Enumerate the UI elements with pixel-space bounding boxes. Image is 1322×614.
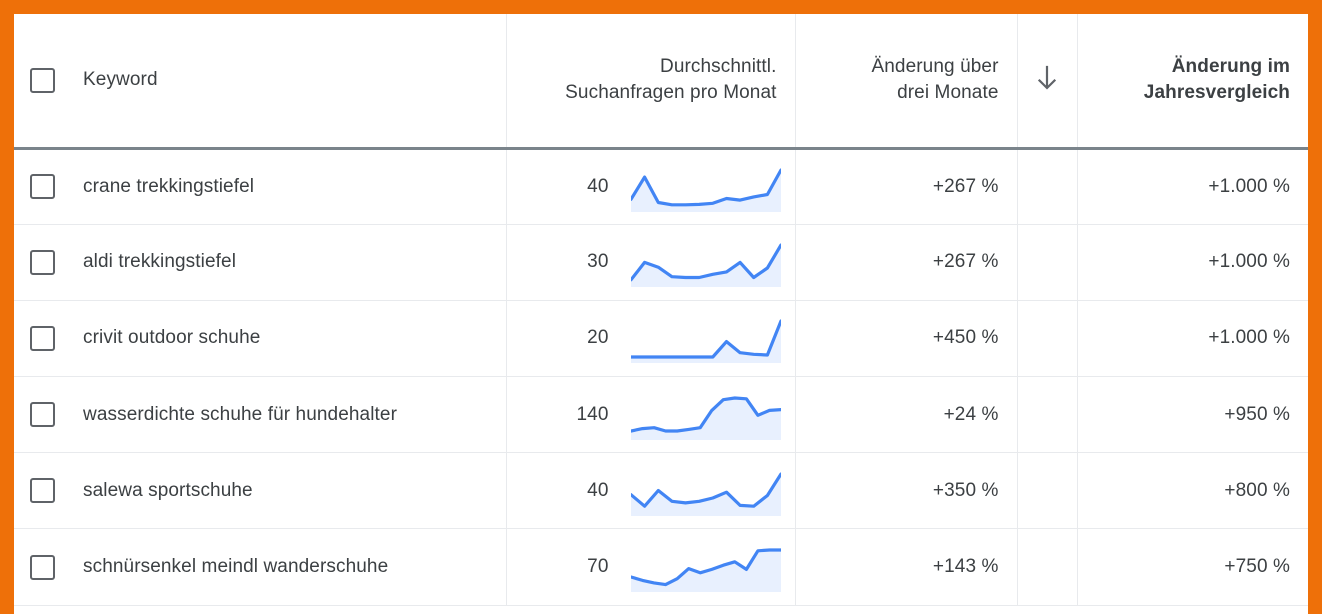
cell-avg-searches: 30 xyxy=(506,224,796,301)
cell-sort-spacer xyxy=(1017,528,1078,606)
cell-sort-spacer xyxy=(1017,452,1078,530)
cell-change-yoy: +1.000 % xyxy=(1077,148,1308,225)
column-header-change-three-months[interactable]: Änderung über drei Monate xyxy=(795,14,1018,150)
column-header-change-three-months-line1: Änderung über xyxy=(871,56,999,78)
cell-avg-searches: 140 xyxy=(506,376,796,454)
cell-change-three-months: +450 % xyxy=(795,300,1018,378)
trend-sparkline xyxy=(630,313,781,364)
cell-avg-searches: 20 xyxy=(506,300,796,378)
cell-change-yoy: +800 % xyxy=(1077,452,1308,530)
avg-searches-value: 70 xyxy=(587,556,609,578)
cell-keyword: crivit outdoor schuhe xyxy=(14,300,507,378)
avg-searches-value: 20 xyxy=(587,327,609,349)
row-checkbox[interactable] xyxy=(30,174,55,200)
cell-change-yoy: +750 % xyxy=(1077,528,1308,606)
keyword-label: wasserdichte schuhe für hundehalter xyxy=(83,403,398,425)
table-header-row: Keyword Durchschnittl. Suchanfragen pro … xyxy=(14,14,1308,150)
cell-keyword: crane trekkingstiefel xyxy=(14,148,507,225)
cell-sort-spacer xyxy=(1017,224,1078,301)
cell-keyword: schnürsenkel meindl wanderschuhe xyxy=(14,528,507,606)
table-row[interactable]: aldi trekkingstiefel 30 +267 % +1.000 % xyxy=(14,224,1308,301)
column-header-change-yoy-line1: Änderung im xyxy=(1171,56,1290,78)
cell-sort-spacer xyxy=(1017,300,1078,378)
keyword-label: crane trekkingstiefel xyxy=(83,175,255,197)
avg-searches-value: 40 xyxy=(587,479,609,501)
trend-sparkline xyxy=(630,162,781,212)
trend-sparkline xyxy=(630,466,781,516)
table-row[interactable]: wasserdichte schuhe für hundehalter 140 +2… xyxy=(14,376,1308,454)
column-header-avg-searches-line1: Durchschnittl. xyxy=(660,56,777,78)
cell-change-yoy: +1.000 % xyxy=(1077,224,1308,301)
row-checkbox[interactable] xyxy=(30,478,55,504)
cell-sort-spacer xyxy=(1017,148,1078,225)
cell-change-three-months: +350 % xyxy=(795,452,1018,530)
cell-avg-searches: 40 xyxy=(506,148,796,225)
cell-change-three-months: +143 % xyxy=(795,528,1018,606)
cell-avg-searches: 40 xyxy=(506,452,796,530)
column-header-avg-searches-line2: Suchanfragen pro Monat xyxy=(565,82,777,104)
cell-avg-searches: 70 xyxy=(506,528,796,606)
table-row[interactable]: crivit outdoor schuhe 20 +450 % +1.000 % xyxy=(14,300,1308,378)
trend-sparkline xyxy=(630,542,781,593)
keyword-planner-panel: Keyword Durchschnittl. Suchanfragen pro … xyxy=(14,14,1308,614)
avg-searches-value: 40 xyxy=(587,175,609,197)
keyword-label: schnürsenkel meindl wanderschuhe xyxy=(83,556,389,578)
cell-change-three-months: +24 % xyxy=(795,376,1018,454)
cell-keyword: aldi trekkingstiefel xyxy=(14,224,507,301)
column-header-change-three-months-line2: drei Monate xyxy=(897,82,999,104)
keyword-label: aldi trekkingstiefel xyxy=(83,251,237,273)
cell-change-three-months: +267 % xyxy=(795,148,1018,225)
avg-searches-value: 140 xyxy=(576,403,609,425)
keyword-ideas-table: Keyword Durchschnittl. Suchanfragen pro … xyxy=(14,14,1308,606)
cell-change-yoy: +950 % xyxy=(1077,376,1308,454)
select-all-checkbox[interactable] xyxy=(30,67,55,93)
column-header-keyword[interactable]: Keyword xyxy=(14,14,507,150)
column-header-sort-indicator[interactable] xyxy=(1017,14,1078,150)
cell-keyword: wasserdichte schuhe für hundehalter xyxy=(14,376,507,454)
row-checkbox[interactable] xyxy=(30,325,55,351)
keyword-label: salewa sportschuhe xyxy=(83,479,253,501)
arrow-down-icon xyxy=(1034,63,1060,93)
cell-keyword: salewa sportschuhe xyxy=(14,452,507,530)
keyword-label: crivit outdoor schuhe xyxy=(83,327,261,349)
column-header-avg-searches[interactable]: Durchschnittl. Suchanfragen pro Monat xyxy=(506,14,796,150)
avg-searches-value: 30 xyxy=(587,251,609,273)
trend-sparkline xyxy=(630,237,781,288)
cell-sort-spacer xyxy=(1017,376,1078,454)
cell-change-yoy: +1.000 % xyxy=(1077,300,1308,378)
table-row[interactable]: crane trekkingstiefel 40 +267 % +1.000 % xyxy=(14,148,1308,225)
trend-sparkline xyxy=(630,390,781,440)
table-header: Keyword Durchschnittl. Suchanfragen pro … xyxy=(14,14,1308,150)
table-body: crane trekkingstiefel 40 +267 % +1.000 % ald… xyxy=(14,148,1308,606)
table-row[interactable]: salewa sportschuhe 40 +350 % +800 % xyxy=(14,452,1308,530)
cell-change-three-months: +267 % xyxy=(795,224,1018,301)
row-checkbox[interactable] xyxy=(30,249,55,275)
row-checkbox[interactable] xyxy=(30,554,55,580)
column-header-change-yoy-line2: Jahresvergleich xyxy=(1143,82,1290,104)
column-header-change-yoy[interactable]: Änderung im Jahresvergleich xyxy=(1077,14,1308,150)
row-checkbox[interactable] xyxy=(30,402,55,428)
table-row[interactable]: schnürsenkel meindl wanderschuhe 70 +143 %… xyxy=(14,528,1308,606)
column-header-keyword-label: Keyword xyxy=(83,69,158,91)
